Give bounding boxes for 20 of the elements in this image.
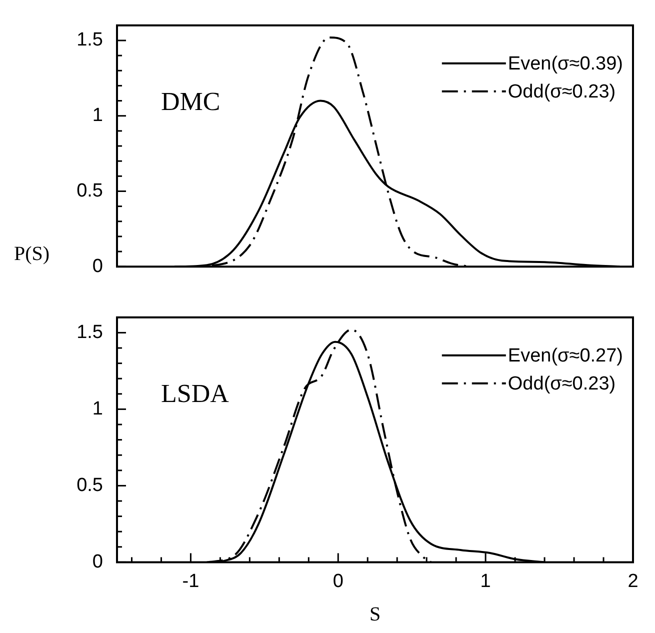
y-tick-label: 1.5 <box>76 30 103 51</box>
legend-label: Even(σ≈0.27) <box>508 346 624 367</box>
y-tick-label: 1.5 <box>76 322 103 343</box>
x-tick-label: 2 <box>628 570 638 592</box>
x-tick-label: 1 <box>480 570 491 592</box>
x-tick-label: 0 <box>332 570 344 592</box>
x-tick-label: -1 <box>182 570 200 592</box>
legend-label: Odd(σ≈0.23) <box>508 374 616 395</box>
legend-label: Odd(σ≈0.23) <box>508 82 616 103</box>
y-tick-label: 1 <box>92 398 103 420</box>
y-axis-title: P(S) <box>14 242 50 265</box>
legend-label: Even(σ≈0.39) <box>508 54 624 75</box>
y-tick-label: 0 <box>92 256 103 277</box>
y-tick-label: 0 <box>92 551 103 572</box>
y-tick-label: 0.5 <box>76 180 103 202</box>
x-axis-title: S <box>369 603 381 626</box>
y-tick-label: 0.5 <box>76 474 103 496</box>
y-tick-label: 1 <box>92 105 103 126</box>
annotation: LSDA <box>161 379 230 408</box>
annotation: DMC <box>161 87 220 116</box>
